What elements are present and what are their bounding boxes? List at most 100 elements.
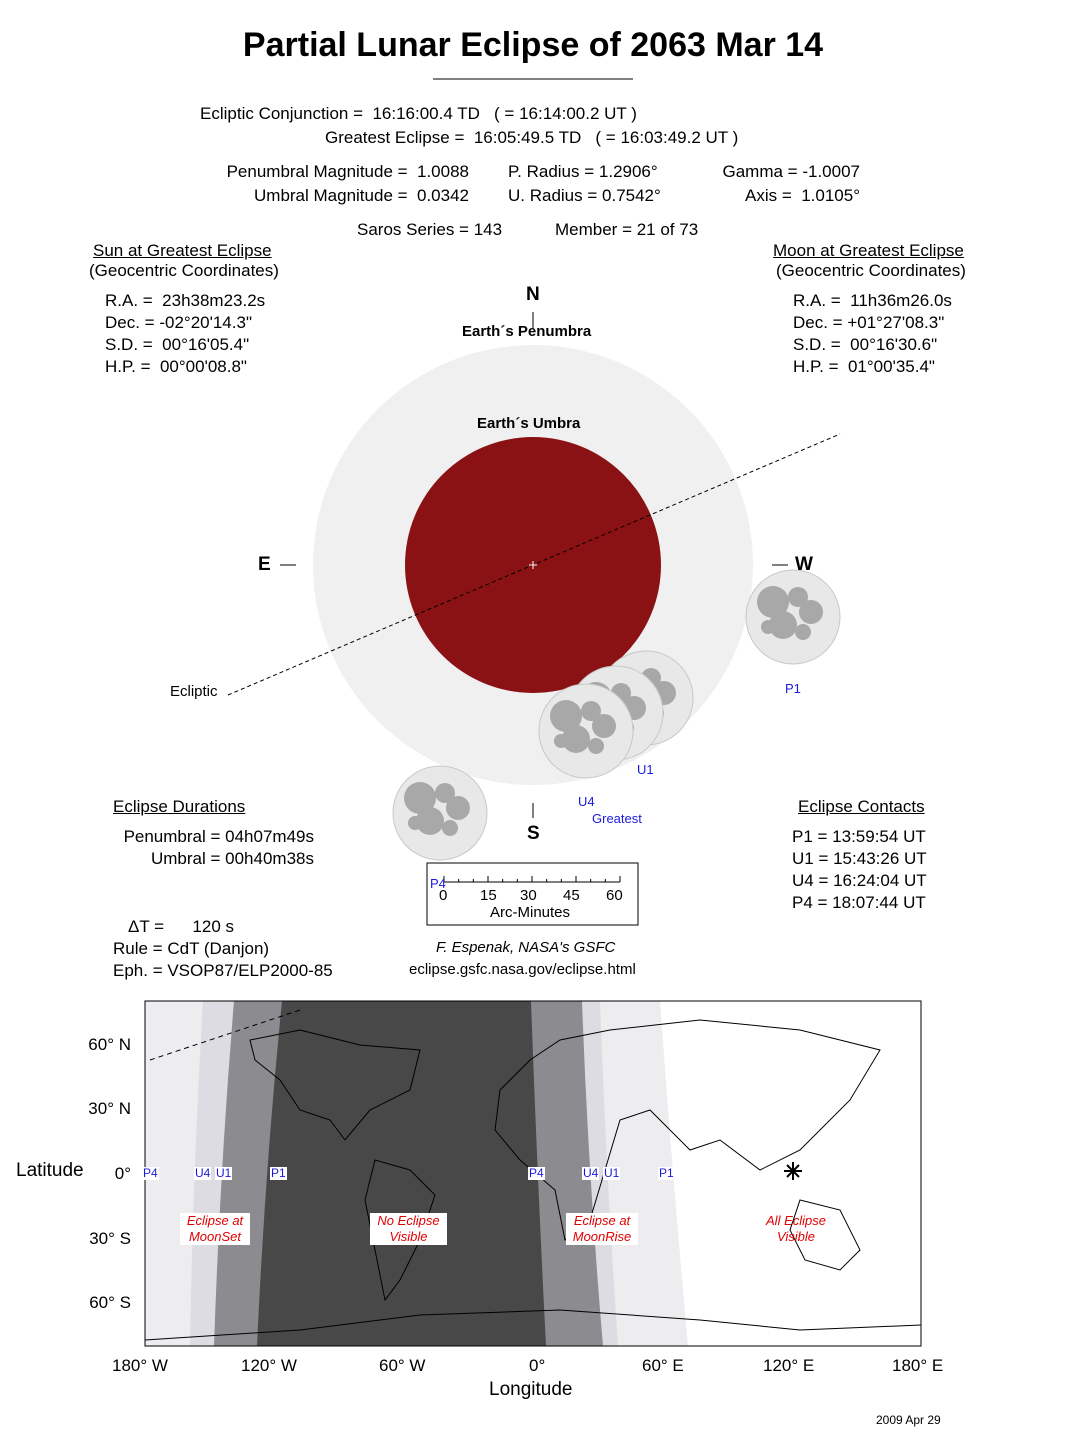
contact-p4: P4 = 18:07:44 UT [792,893,926,912]
durations-heading: Eclipse Durations [113,797,246,816]
scale-tick-15: 15 [480,887,497,904]
scale-tick-30: 30 [520,887,537,904]
map-contact-u1-east: U1 [603,1166,621,1180]
lat-tick-60n: 60° N [88,1035,131,1054]
lat-tick-60s: 60° S [89,1293,131,1312]
moon-ra: R.A. = 11h36m26.0s [793,291,952,310]
lat-tick-0: 0° [114,1164,131,1183]
lon-tick-0: 0° [529,1356,546,1375]
ephemeris: Eph. = VSOP87/ELP2000-85 [113,961,333,980]
lon-tick-180w: 180° W [112,1356,168,1375]
axis: Axis = 1.0105° [744,186,860,205]
map-region-no-eclipse [257,1001,546,1346]
coastlines [144,1019,922,1341]
umbral-magnitude: Umbral Magnitude = 0.0342 [254,186,469,205]
lon-tick-180e: 180° E [892,1356,944,1375]
moon-p1 [745,569,841,665]
umbral-duration: Umbral = 00h40m38s [150,849,314,868]
longitude-label: Longitude [489,1379,573,1400]
map-contact-u4-west: U4 [194,1166,212,1180]
scale-tick-45: 45 [563,887,580,904]
moon-heading: Moon at Greatest Eclipse [773,241,964,260]
lon-tick-120e: 120° E [763,1356,815,1375]
region-moonset-line2: MoonSet [188,1229,242,1244]
contacts-heading: Eclipse Contacts [798,797,925,816]
u1-label: U1 [637,762,654,777]
map-contact-u1-west: U1 [215,1166,233,1180]
region-no-eclipse: No Eclipse Visible [370,1213,447,1245]
saros-series: Saros Series = 143 [357,220,503,239]
saros-member: Member = 21 of 73 [555,220,699,239]
map-contact-u4-east: U4 [582,1166,600,1180]
region-all-visible-line1: All Eclipse [766,1213,826,1228]
latitude-label: Latitude [16,1160,84,1181]
lat-tick-30n: 30° N [88,1099,131,1118]
west-label: W [795,554,813,575]
region-moonrise: Eclipse at MoonRise [566,1213,638,1245]
region-moonset: Eclipse at MoonSet [180,1213,250,1245]
east-label: E [258,554,271,575]
north-label: N [526,284,540,305]
region-all-visible: All Eclipse Visible [760,1213,832,1245]
delta-t: ΔT = 120 s [128,917,235,936]
penumbral-radius: P. Radius = 1.2906° [508,162,658,181]
ecliptic-label: Ecliptic [170,683,218,700]
penumbral-magnitude: Penumbral Magnitude = 1.0088 [226,162,469,181]
figure-date: 2009 Apr 29 [876,1413,941,1427]
lon-tick-120w: 120° W [241,1356,297,1375]
south-label: S [527,823,540,844]
greatest-eclipse: Greatest Eclipse = 16:05:49.5 TD ( = 16:… [325,128,739,147]
region-no-eclipse-line1: No Eclipse [377,1213,440,1228]
sun-dec: Dec. = -02°20'14.3" [105,313,252,332]
sun-sd: S.D. = 00°16'05.4" [105,335,250,354]
greatest-eclipse-star-icon [784,1162,802,1180]
lon-tick-60e: 60° E [642,1356,684,1375]
center-cross-icon [529,561,537,569]
credit-author: F. Espenak, NASA's GSFC [436,939,616,956]
moon-dec: Dec. = +01°27'08.3" [793,313,945,332]
world-map [144,1000,922,1347]
umbral-radius: U. Radius = 0.7542° [508,186,661,205]
map-contact-p1-west: P1 [270,1166,287,1180]
rule: Rule = CdT (Danjon) [113,939,270,958]
scale-label: Arc-Minutes [490,904,571,921]
scale-box [426,862,639,926]
lat-tick-30s: 30° S [89,1229,131,1248]
region-all-visible-line2: Visible [776,1229,816,1244]
map-contact-p4-west: P4 [142,1166,159,1180]
region-moonrise-line1: Eclipse at [573,1213,631,1228]
ecliptic-conjunction: Ecliptic Conjunction = 16:16:00.4 TD ( =… [200,104,637,123]
u4-label: U4 [578,794,595,809]
region-no-eclipse-line2: Visible [389,1229,428,1244]
moon-hp: H.P. = 01°00'35.4" [793,357,935,376]
map-contact-p1-east: P1 [658,1166,675,1180]
credit-url[interactable]: eclipse.gsfc.nasa.gov/eclipse.html [409,961,636,978]
map-contact-p4-east: P4 [528,1166,545,1180]
page-title: Partial Lunar Eclipse of 2063 Mar 14 [242,26,824,64]
region-moonrise-line2: MoonRise [572,1229,632,1244]
moon-subheading: (Geocentric Coordinates) [776,261,966,280]
sun-subheading: (Geocentric Coordinates) [89,261,279,280]
penumbra-label: Earth´s Penumbra [462,323,592,340]
sun-heading: Sun at Greatest Eclipse [93,241,272,260]
contact-u1: U1 = 15:43:26 UT [792,849,927,868]
moon-sd: S.D. = 00°16'30.6" [793,335,938,354]
moon-u4 [538,683,634,779]
greatest-label: Greatest [592,811,642,826]
sun-hp: H.P. = 00°00'08.8" [105,357,247,376]
moon-p4 [392,765,488,861]
contact-p1: P1 = 13:59:54 UT [792,827,926,846]
scale-tick-0: 0 [439,887,448,904]
scale-tick-60: 60 [606,887,623,904]
region-moonset-line1: Eclipse at [186,1213,244,1228]
penumbral-duration: Penumbral = 04h07m49s [123,827,314,846]
p1-label: P1 [785,681,801,696]
scale-p4-label: P4 [430,876,446,891]
gamma: Gamma = -1.0007 [722,162,861,181]
umbra-label: Earth´s Umbra [477,415,581,432]
contact-u4: U4 = 16:24:04 UT [792,871,927,890]
lon-tick-60w: 60° W [379,1356,426,1375]
sun-ra: R.A. = 23h38m23.2s [105,291,266,310]
